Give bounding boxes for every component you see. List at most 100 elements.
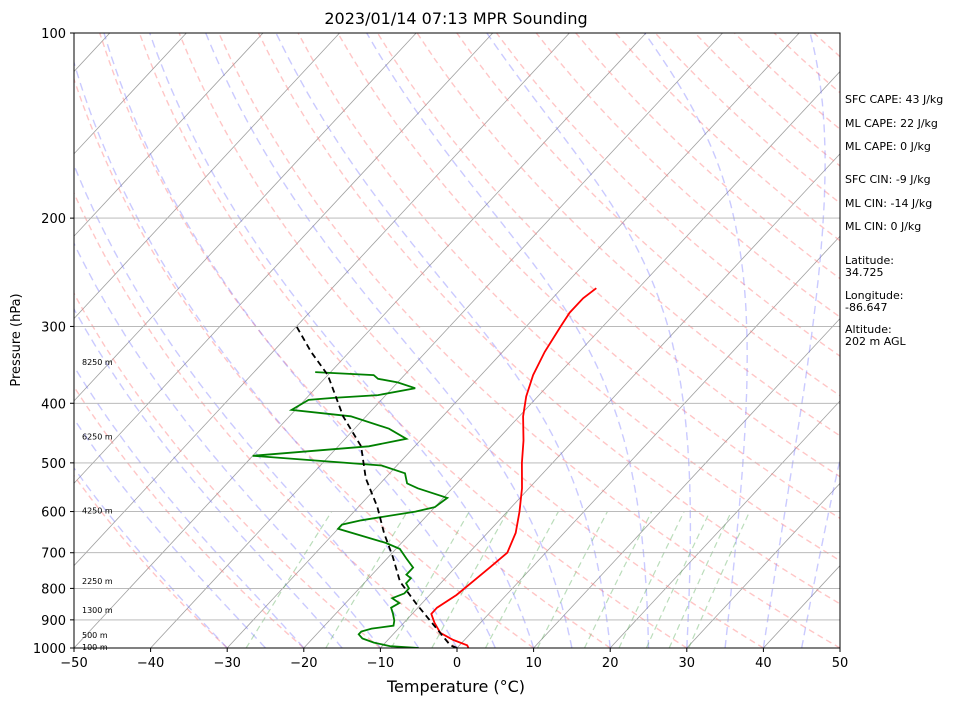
y-tick-label: 700: [41, 547, 66, 562]
altitude: Altitude: 202 m AGL: [845, 323, 906, 348]
x-tick-label: 40: [755, 656, 772, 671]
x-tick-label: 50: [832, 656, 849, 671]
plot-frame: [73, 32, 841, 649]
x-axis-label: Temperature (°C): [386, 677, 525, 696]
longitude: Longitude: -86.647: [845, 289, 904, 314]
dry-adiabat-line: [495, 33, 840, 357]
isotherm-line: [226, 33, 800, 648]
sounding-series: [252, 287, 597, 648]
moist-adiabat-line: [275, 33, 611, 648]
dry-adiabat-line: [218, 33, 840, 648]
x-axis-ticks: −50 −40 −30 −20 −10 0 10 20 30 40 50: [60, 648, 848, 671]
y-tick-label: 900: [41, 614, 66, 629]
moist-adiabat-line: [486, 33, 692, 648]
moist-adiabat-line: [149, 33, 535, 648]
dry-adiabat-line: [74, 76, 535, 648]
ml-cin-1: ML CIN: -14 J/kg: [845, 197, 933, 210]
temperature-line: [430, 287, 597, 648]
ml-cin-2: ML CIN: 0 J/kg: [845, 220, 922, 233]
chart-title: 2023/01/14 07:13 MPR Sounding: [324, 9, 587, 28]
x-tick-label: −30: [213, 656, 240, 671]
dry-adiabat-line: [74, 385, 305, 648]
mixing-ratio-line: [325, 511, 408, 648]
sfc-cin: SFC CIN: -9 J/kg: [845, 173, 931, 186]
moist-adiabat-line: [801, 456, 840, 648]
dry-adiabat-line: [74, 292, 381, 648]
x-tick-label: −50: [60, 656, 87, 671]
moist-adiabat-line: [74, 163, 420, 648]
x-tick-label: −40: [137, 656, 164, 671]
y-tick-label: 1000: [33, 642, 66, 657]
moist-adiabat-line: [366, 33, 650, 648]
height-label: 2250 m: [82, 577, 113, 586]
x-tick-label: 0: [453, 656, 461, 671]
x-tick-label: −10: [367, 656, 394, 671]
y-axis-ticks: 100 200 300 400 500 600 700 800 900 1000: [33, 27, 74, 657]
moist-adiabat-line: [74, 307, 343, 648]
isotherm-line: [74, 33, 264, 237]
height-label: 1300 m: [82, 606, 113, 615]
x-tick-label: 20: [602, 656, 619, 671]
isotherm-line: [456, 235, 840, 648]
moist-adiabat-line: [205, 33, 573, 648]
y-tick-label: 200: [41, 212, 66, 227]
moist-adiabat-line: [74, 365, 305, 648]
y-axis-label: Pressure (hPa): [9, 293, 24, 386]
parcel-path-line: [295, 325, 458, 648]
dry-adiabat-line: [575, 33, 840, 280]
mixing-ratio-line: [431, 511, 509, 648]
isotherm-line: [74, 33, 570, 567]
latitude: Latitude: 34.725: [845, 254, 894, 279]
mixing-ratio-line: [688, 511, 751, 648]
y-tick-label: 800: [41, 582, 66, 597]
ml-cape-2: ML CAPE: 0 J/kg: [845, 140, 931, 153]
height-label: 6250 m: [82, 433, 113, 442]
y-tick-label: 400: [41, 397, 66, 412]
isotherm-line: [74, 33, 417, 402]
y-tick-label: 300: [41, 320, 66, 335]
moist-adiabat-line: [762, 33, 826, 648]
dry-adiabat-line: [535, 33, 840, 318]
dry-adiabat-line: [74, 474, 228, 648]
isotherm-line: [533, 317, 840, 648]
height-label: 4250 m: [82, 507, 113, 516]
background-lines: [74, 33, 840, 648]
y-tick-label: 500: [41, 457, 66, 472]
mixing-ratio-line: [536, 511, 608, 648]
moist-adiabat-line: [74, 417, 267, 648]
dewpoint-line: [252, 371, 450, 648]
isotherm-line: [74, 33, 494, 484]
x-tick-label: −20: [290, 656, 317, 671]
mixing-ratio-line: [668, 511, 732, 648]
x-tick-label: 30: [679, 656, 696, 671]
moist-adiabat-line: [103, 33, 496, 648]
y-tick-label: 600: [41, 506, 66, 521]
isotherm-line: [609, 400, 840, 648]
mixing-ratio-line: [618, 511, 685, 648]
moist-adiabat-line: [74, 241, 381, 648]
isotherm-line: [74, 33, 187, 155]
dry-adiabat-line: [257, 33, 840, 605]
x-tick-label: 10: [525, 656, 542, 671]
dry-adiabat-line: [74, 191, 458, 648]
isotherm-line: [303, 70, 840, 648]
dry-adiabat-line: [456, 33, 840, 397]
mixing-ratio-line: [484, 511, 559, 648]
isotherm-line: [380, 153, 840, 648]
mixing-ratio-line: [583, 511, 653, 648]
y-tick-label: 100: [41, 27, 66, 42]
moist-adiabat-line: [74, 466, 228, 648]
isotherm-line: [74, 33, 340, 320]
ml-cape-1: ML CAPE: 22 J/kg: [845, 117, 938, 130]
height-label: 500 m: [82, 631, 108, 640]
mixing-ratio-line: [390, 511, 470, 648]
pressure-gridlines: [74, 33, 840, 648]
dry-adiabat-line: [178, 33, 764, 648]
isotherm-line: [686, 482, 840, 648]
height-label: 8250 m: [82, 358, 113, 367]
sfc-cape: SFC CAPE: 43 J/kg: [845, 93, 944, 106]
moist-adiabat-line: [644, 33, 748, 648]
isotherm-line: [150, 33, 723, 648]
